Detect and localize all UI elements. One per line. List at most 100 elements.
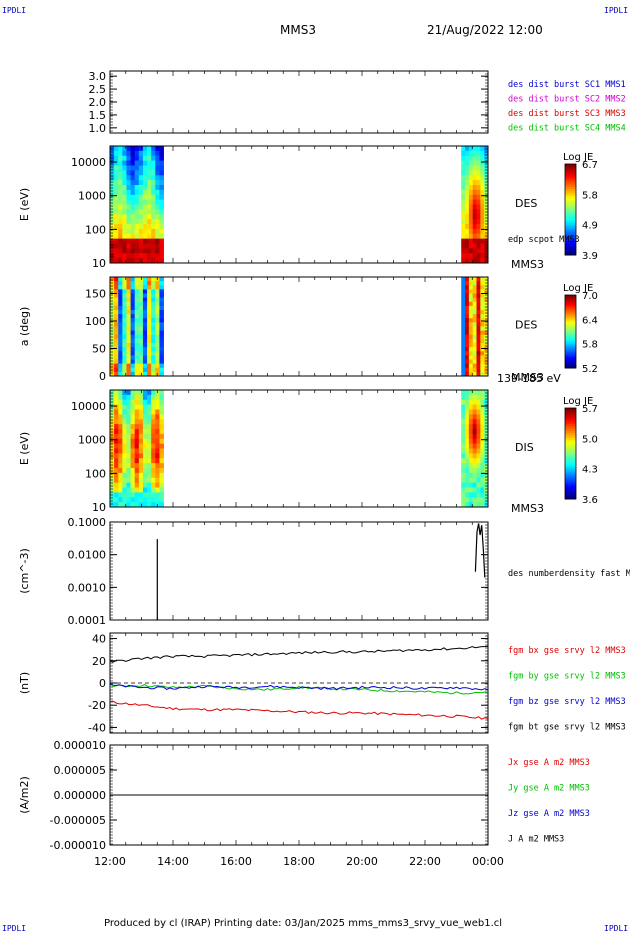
spectrogram-cell	[147, 214, 152, 220]
spectrogram-cell	[472, 497, 477, 503]
spectrogram-cell	[134, 209, 140, 215]
spectrogram-cell	[468, 433, 474, 440]
spectrogram-cell	[118, 419, 123, 425]
spectrogram-cell	[142, 204, 148, 210]
spectrogram-cell	[476, 487, 481, 493]
spectrogram-cell	[476, 285, 481, 290]
spectrogram-cell	[118, 438, 123, 445]
spectrogram-cell	[126, 404, 131, 410]
spectrogram-cell	[110, 238, 115, 244]
spectrogram-cell	[122, 214, 127, 220]
spectrogram-cell	[476, 351, 481, 356]
spectrogram-cell	[122, 338, 127, 344]
colorbar-swatch	[565, 462, 576, 466]
spectrogram-cell	[130, 160, 136, 166]
spectrogram-cell	[155, 253, 160, 259]
spectrogram-cell	[138, 314, 144, 319]
spectrogram-cell	[468, 233, 474, 240]
spectrogram-cell	[130, 170, 136, 176]
spectrogram-cell	[480, 281, 485, 286]
spectrogram-cell	[134, 390, 140, 396]
spectrogram-cell	[118, 243, 123, 249]
legend-entry: Jx gse A m2 MMS3	[508, 758, 590, 768]
spectrogram-cell	[151, 189, 156, 196]
spectrogram-cell	[472, 150, 477, 157]
spectrogram-cell	[472, 347, 477, 352]
spectrogram-cell	[480, 371, 485, 377]
spectrogram-cell	[130, 165, 136, 171]
colorbar-title: Log JE	[563, 396, 593, 407]
colorbar-swatch	[565, 313, 576, 316]
colorbar-swatch	[565, 446, 576, 450]
spectrogram-cell	[472, 289, 477, 294]
spectrogram-cell	[151, 343, 156, 348]
spectrogram-cell	[484, 297, 489, 303]
spectrogram-cell	[472, 233, 477, 240]
spectrogram-cell	[142, 253, 148, 259]
spectrogram-cell	[476, 414, 481, 420]
spectrogram-cell	[126, 289, 131, 294]
spectrogram-cell	[130, 363, 136, 369]
spectrogram-cell	[484, 253, 489, 259]
spectrogram-cell	[484, 399, 489, 406]
spectrogram-cell	[130, 289, 136, 294]
spectrogram-cell	[480, 185, 485, 191]
colorbar-swatch	[565, 209, 576, 213]
spectrogram-cell	[155, 150, 160, 157]
spectrogram-cell	[476, 330, 481, 336]
spectrogram-cell	[155, 472, 160, 479]
spectrogram-cell	[134, 497, 140, 503]
spectrogram-cell	[147, 204, 152, 210]
spectrogram-cell	[159, 409, 164, 415]
spectrogram-cell	[147, 281, 152, 286]
colorbar-frame	[564, 163, 577, 256]
spectrogram-cell	[114, 238, 119, 244]
spectrogram-cell	[118, 189, 123, 196]
spectrogram-cell	[114, 155, 119, 162]
x-tick-label: 22:00	[409, 855, 441, 868]
colorbar-swatch	[565, 353, 576, 356]
spectrogram-cell	[134, 155, 140, 162]
spectrogram-cell	[465, 314, 470, 319]
spectrogram-cell	[126, 326, 131, 332]
spacecraft-label: MMS3	[511, 371, 544, 384]
spectrogram-cell	[114, 165, 119, 171]
spectrogram-cell	[159, 419, 164, 425]
spectrogram-cell	[472, 228, 477, 235]
spectrogram-cell	[122, 238, 127, 244]
spectrogram-cell	[114, 293, 119, 299]
spectrogram-cell	[484, 443, 489, 449]
spectrogram-cell	[138, 359, 144, 365]
spectrogram-cell	[159, 443, 164, 449]
spectrogram-cell	[122, 175, 127, 181]
spectrogram-cell	[134, 314, 140, 319]
spectrogram-cell	[138, 448, 144, 454]
spectrogram-cell	[468, 301, 474, 307]
colorbar-frame	[564, 294, 577, 369]
spectrogram-cell	[142, 334, 148, 340]
spectrogram-cell	[122, 394, 127, 401]
spectrogram-cell	[480, 293, 485, 299]
spectrogram-cell	[134, 238, 140, 244]
colorbar-swatch	[565, 451, 576, 454]
spectrogram-cell	[151, 224, 156, 230]
colorbar-swatch	[565, 234, 576, 238]
spectrogram-cell	[159, 253, 164, 259]
spectrogram-cell	[155, 359, 160, 365]
legend-entry: fgm by gse srvy l2 MMS3	[508, 672, 626, 682]
legend-entry: Jy gse A m2 MMS3	[508, 784, 590, 794]
spectrogram-cell	[110, 424, 115, 430]
spectrogram-cell	[461, 209, 466, 215]
colorbar-swatch	[565, 336, 576, 340]
colorbar-title: Log JE	[563, 283, 593, 294]
spectrogram-cell	[110, 448, 115, 454]
spectrogram-cell	[142, 424, 148, 430]
spectrogram-cell	[142, 390, 148, 396]
spectrogram-cell	[118, 433, 123, 440]
spectrogram-cell	[147, 326, 152, 332]
spectrogram-cell	[122, 224, 127, 230]
spectrogram-cell	[461, 293, 466, 299]
spectrogram-cell	[147, 322, 152, 327]
spectrogram-cell	[159, 189, 164, 196]
spectrogram-cell	[118, 155, 123, 162]
